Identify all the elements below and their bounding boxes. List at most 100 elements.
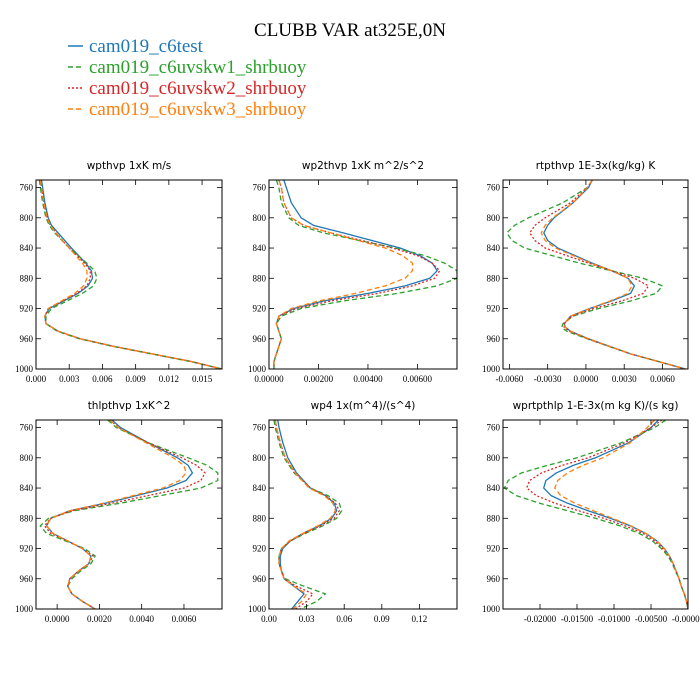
y-tick-label: 840 [487, 243, 501, 253]
y-tick-label: 920 [20, 304, 34, 314]
y-tick-label: 1000 [482, 364, 501, 374]
legend-label: cam019_c6uvskw2_shrbuoy [89, 78, 307, 99]
panel-title: rtpthvp 1E-3x(kg/kg) K [536, 160, 657, 172]
y-tick-label: 800 [253, 213, 267, 223]
x-tick-label: 0.0000 [574, 374, 599, 384]
series-line [506, 180, 686, 369]
legend-label: cam019_c6uvskw1_shrbuoy [89, 57, 307, 78]
panel: thlpthvp 1xK^2 760 800 840 880 920 960 1000 0.00… [15, 400, 223, 624]
x-tick-label: 0.00200 [304, 374, 334, 384]
series-line [273, 420, 343, 609]
series-line [273, 180, 438, 369]
y-tick-label: 800 [487, 453, 501, 463]
series-line [38, 180, 222, 369]
y-tick-label: 920 [253, 304, 267, 314]
y-tick-label: 920 [253, 544, 267, 554]
x-tick-label: 0.00400 [353, 374, 383, 384]
x-tick-label: 0.0060 [650, 374, 675, 384]
x-tick-label: 0.0040 [129, 614, 154, 624]
legend-entry: cam019_c6uvskw2_shrbuoy [68, 78, 307, 99]
series-line [39, 420, 219, 609]
x-tick-label: 0.006 [92, 374, 113, 384]
panel-title: thlpthvp 1xK^2 [88, 400, 171, 412]
y-tick-label: 920 [487, 304, 501, 314]
y-tick-label: 960 [20, 574, 34, 584]
y-tick-label: 840 [20, 243, 34, 253]
x-tick-label: 0.0020 [87, 614, 112, 624]
y-tick-label: 880 [20, 513, 34, 523]
x-tick-label: 0.0060 [172, 614, 197, 624]
series-line [39, 180, 222, 369]
series-line [39, 180, 222, 369]
y-tick-label: 960 [20, 334, 34, 344]
y-tick-label: 800 [20, 213, 34, 223]
y-tick-label: 800 [253, 453, 267, 463]
y-tick-label: 960 [487, 574, 501, 584]
plot-frame [502, 179, 689, 370]
y-tick-label: 960 [253, 334, 267, 344]
series-line [45, 420, 194, 609]
x-tick-label: 0.003 [59, 374, 80, 384]
series-line [543, 180, 686, 369]
legend: cam019_c6testcam019_c6uvskw1_shrbuoycam0… [68, 36, 307, 120]
series-line [526, 420, 688, 609]
x-tick-label: 0.03 [299, 614, 315, 624]
y-tick-label: 800 [20, 453, 34, 463]
y-tick-label: 760 [253, 423, 267, 433]
panels: wpthvp 1xK m/s76080084088092096010000.00… [15, 160, 700, 624]
y-tick-label: 920 [487, 544, 501, 554]
plot-frame [35, 419, 223, 610]
x-tick-label: -0.0030 [534, 374, 562, 384]
y-tick-label: 920 [20, 544, 34, 554]
panel: wpthvp 1xK m/s76080084088092096010000.00… [15, 160, 223, 384]
y-tick-label: 840 [253, 483, 267, 493]
series-line [273, 180, 414, 369]
x-tick-label: 0.0030 [612, 374, 637, 384]
y-tick-label: 840 [20, 483, 34, 493]
x-tick-label: -0.00000 [672, 614, 700, 624]
series-line [503, 420, 688, 609]
series-line [40, 180, 222, 369]
y-tick-label: 880 [487, 513, 501, 523]
y-tick-label: 880 [253, 513, 267, 523]
y-tick-label: 840 [487, 483, 501, 493]
series-line [43, 420, 206, 609]
y-tick-label: 760 [253, 183, 267, 193]
series-line [273, 180, 457, 369]
x-tick-label: 0.00000 [254, 374, 284, 384]
x-tick-label: 0.012 [159, 374, 179, 384]
x-tick-label: 0.00 [261, 614, 277, 624]
series-line [543, 420, 688, 609]
y-tick-label: 800 [487, 213, 501, 223]
y-tick-label: 1000 [248, 604, 267, 614]
x-tick-label: 0.06 [336, 614, 352, 624]
plot-frame [268, 179, 458, 370]
y-tick-label: 1000 [15, 364, 34, 374]
y-tick-label: 880 [487, 273, 501, 283]
y-tick-label: 960 [487, 334, 501, 344]
x-tick-label: 0.00600 [403, 374, 433, 384]
panel-title: wpthvp 1xK m/s [87, 160, 172, 172]
x-tick-label: -0.0060 [496, 374, 524, 384]
x-tick-label: 0.015 [192, 374, 213, 384]
x-tick-label: 0.09 [374, 614, 390, 624]
y-tick-label: 760 [487, 183, 501, 193]
legend-entry: cam019_c6uvskw1_shrbuoy [68, 57, 307, 78]
y-tick-label: 840 [253, 243, 267, 253]
x-tick-label: -0.00500 [635, 614, 668, 624]
series-line [529, 180, 686, 369]
x-tick-label: 0.009 [126, 374, 147, 384]
series-line [273, 180, 441, 369]
series-line [274, 420, 337, 609]
series-line [554, 420, 688, 609]
legend-label: cam019_c6test [89, 36, 204, 57]
x-tick-label: -0.02000 [524, 614, 557, 624]
y-tick-label: 1000 [482, 604, 501, 614]
x-tick-label: -0.01500 [561, 614, 594, 624]
legend-label: cam019_c6uvskw3_shrbuoy [89, 99, 307, 120]
x-tick-label: 0.000 [26, 374, 47, 384]
panel-title: wprtpthlp 1-E-3x(m kg K)/(s kg) [513, 400, 679, 412]
panel: wprtpthlp 1-E-3x(m kg K)/(s kg) 760 800 840… [482, 400, 700, 624]
y-tick-label: 880 [253, 273, 267, 283]
figure-title: CLUBB VAR at325E,0N [254, 20, 446, 41]
